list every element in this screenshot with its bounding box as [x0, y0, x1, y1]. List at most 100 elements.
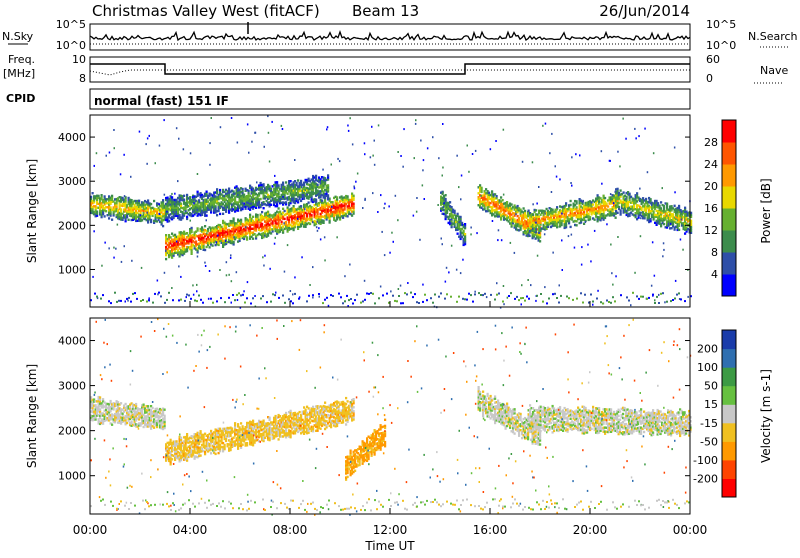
power-cells-ground: [422, 301, 424, 303]
power-cells-noise: [348, 130, 350, 132]
nsky-panel-frame: [90, 24, 690, 50]
vel-cells-cell: [164, 425, 166, 427]
power-cells-ground: [666, 301, 668, 303]
power-cells-ground: [232, 294, 234, 296]
power-cells-noise: [123, 154, 125, 156]
power-cells-noise: [551, 133, 553, 135]
power-cells-noise: [331, 164, 333, 166]
power-cells-noise: [615, 275, 617, 277]
power-cells-cell: [617, 188, 619, 190]
power-cells-noise: [625, 198, 627, 200]
power-cells-cell: [287, 206, 289, 208]
power-cells-noise: [521, 303, 523, 305]
power-cells-ground: [266, 301, 268, 303]
power-cells-noise: [248, 152, 250, 154]
power-cells-cell: [517, 215, 519, 217]
power-cells-cell: [243, 194, 245, 196]
power-cells-ground: [528, 298, 530, 300]
power-cells-ground: [118, 300, 120, 302]
power-cells-ground: [516, 296, 518, 298]
power-cells-noise: [663, 249, 665, 251]
power-cells-cell: [204, 249, 206, 251]
power-cells-ground: [126, 298, 128, 300]
power-cells-ground: [508, 295, 510, 297]
power-cells-ground: [418, 302, 420, 304]
power-cells-ground: [134, 292, 136, 294]
power-cells-noise: [166, 211, 168, 213]
power-cells-noise: [443, 202, 445, 204]
power-cells-cell: [222, 213, 224, 215]
power-cells-ground: [490, 294, 492, 296]
power-cells-cell: [206, 214, 208, 216]
power-cells-noise: [420, 140, 422, 142]
power-cells-noise: [535, 300, 537, 302]
power-cells-noise: [318, 227, 320, 229]
power-cells-cell: [278, 184, 280, 186]
power-cells-noise: [585, 221, 587, 223]
vel-cells-cell: [143, 404, 145, 406]
power-cells-noise: [619, 165, 621, 167]
power-cells-noise: [655, 222, 657, 224]
power-cells-noise: [559, 226, 561, 228]
power-cells-noise: [503, 129, 505, 131]
power-cells-cell: [216, 214, 218, 216]
power-cells-cell: [607, 205, 609, 207]
power-cells-cell: [576, 220, 578, 222]
vel-cells-cell: [131, 421, 133, 423]
power-cells-noise: [561, 239, 563, 241]
power-cells-noise: [310, 180, 312, 182]
power-cells-noise: [268, 132, 270, 134]
power-cells-noise: [442, 192, 444, 194]
power-cells-noise: [535, 222, 537, 224]
power-cells-noise: [347, 125, 349, 127]
power-cells-ground: [356, 294, 358, 296]
power-cells-ground: [494, 299, 496, 301]
power-cells-ground: [100, 298, 102, 300]
vel-cells-cell: [135, 405, 137, 407]
nsearch-label: N.Search: [748, 30, 798, 43]
power-cells-cell: [576, 200, 578, 202]
power-cells-cell: [597, 194, 599, 196]
vel-cells-cell: [164, 409, 166, 411]
power-cells-noise: [106, 155, 108, 157]
power-cells-cell: [353, 195, 355, 197]
power-cells-ground: [354, 299, 356, 301]
power-cells-noise: [282, 128, 284, 130]
vel-cells-cell: [99, 409, 101, 411]
power-cells-ground: [426, 299, 428, 301]
power-cells-noise: [675, 280, 677, 282]
power-cells-ground: [514, 298, 516, 300]
power-cells-noise: [377, 211, 379, 213]
power-cells-noise: [681, 219, 683, 221]
power-cells-noise: [312, 266, 314, 268]
power-cells-noise: [364, 280, 366, 282]
power-cells-cell: [197, 227, 199, 229]
power-cells-cell: [282, 182, 284, 184]
power-cells-noise: [312, 297, 314, 299]
power-cells-cell: [353, 203, 355, 205]
power-cells-cell: [195, 240, 197, 242]
power-cells-noise: [101, 265, 103, 267]
power-cells-cell: [532, 214, 534, 216]
colorbar-tick-label: 12: [704, 224, 718, 237]
power-cells-noise: [486, 296, 488, 298]
power-cells-noise: [507, 297, 509, 299]
power-cells-ground: [224, 301, 226, 303]
freq-ytick-top: 10: [72, 53, 86, 66]
power-cells-ground: [294, 293, 296, 295]
vel-cells-cell: [164, 417, 166, 419]
power-cells-ground: [202, 302, 204, 304]
vel-cells-cell: [120, 402, 122, 404]
power-cells-ground: [466, 299, 468, 301]
power-cells-ground: [424, 294, 426, 296]
nave-label: Nave: [760, 64, 788, 77]
power-cells-cell: [180, 203, 182, 205]
power-cells-noise: [475, 150, 477, 152]
power-cells-noise: [687, 296, 689, 298]
power-cells-noise: [532, 203, 534, 205]
power-cells-cell: [308, 201, 310, 203]
power-cells-ground: [360, 302, 362, 304]
power-cells-ground: [636, 295, 638, 297]
power-cells-noise: [357, 173, 359, 175]
power-cells-cell: [215, 205, 217, 207]
